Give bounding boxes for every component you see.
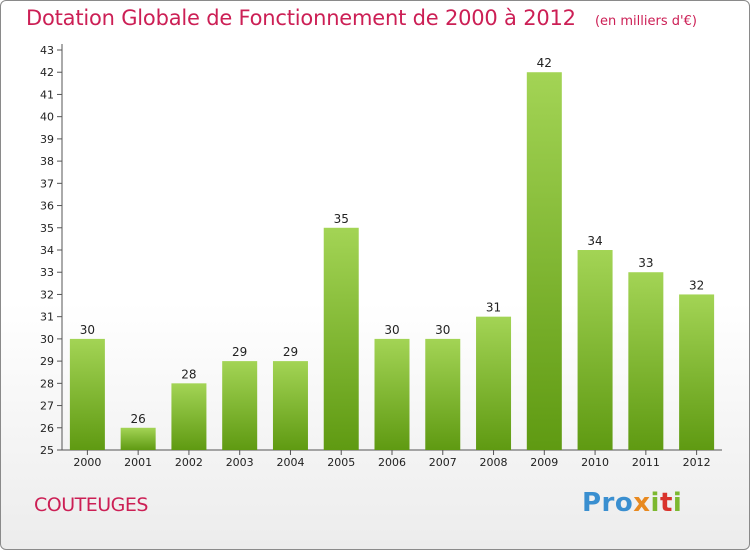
y-tick-label: 31 <box>40 311 54 324</box>
y-tick-label: 42 <box>40 66 54 79</box>
y-tick-label: 39 <box>40 133 54 146</box>
y-tick-label: 40 <box>40 111 54 124</box>
value-label-2004: 29 <box>283 345 298 359</box>
bar-2008 <box>476 316 512 450</box>
bar-2000 <box>69 338 105 450</box>
value-label-2011: 33 <box>638 256 653 270</box>
y-tick-label: 32 <box>40 288 54 301</box>
y-tick-label: 38 <box>40 155 54 168</box>
value-label-2009: 42 <box>537 56 552 70</box>
value-label-2001: 26 <box>131 412 146 426</box>
bar-2011 <box>628 272 664 450</box>
value-label-2002: 28 <box>181 367 196 381</box>
x-tick-label-2000: 2000 <box>73 456 101 469</box>
value-label-2007: 30 <box>435 323 450 337</box>
bar-2010 <box>577 250 613 450</box>
chart-labels: 30 2000 26 2001 28 2002 29 2003 29 2004 35 2005 30 20… <box>73 56 710 469</box>
value-label-2000: 30 <box>80 323 95 337</box>
proxiti-logo: Proxiti <box>582 488 683 518</box>
x-tick-label-2012: 2012 <box>683 456 711 469</box>
y-tick-label: 30 <box>40 333 54 346</box>
chart-bars <box>69 72 715 450</box>
commune-name: COUTEUGES <box>34 494 148 516</box>
y-tick-label: 25 <box>40 444 54 457</box>
y-tick-label: 43 <box>40 44 54 57</box>
y-tick-label: 29 <box>40 355 54 368</box>
x-tick-label-2006: 2006 <box>378 456 406 469</box>
bar-2007 <box>425 338 461 450</box>
value-label-2006: 30 <box>384 323 399 337</box>
value-label-2012: 32 <box>689 278 704 292</box>
y-tick-label: 26 <box>40 422 54 435</box>
y-tick-label: 33 <box>40 266 54 279</box>
y-tick-label: 36 <box>40 200 54 213</box>
y-tick-label: 37 <box>40 177 54 190</box>
value-label-2005: 35 <box>334 212 349 226</box>
y-tick-label: 28 <box>40 377 54 390</box>
value-label-2003: 29 <box>232 345 247 359</box>
bar-2003 <box>222 361 258 450</box>
bar-2012 <box>679 294 715 450</box>
bar-2005 <box>323 227 359 450</box>
x-tick-label-2004: 2004 <box>276 456 304 469</box>
x-tick-label-2003: 2003 <box>226 456 254 469</box>
x-tick-label-2001: 2001 <box>124 456 152 469</box>
y-tick-label: 27 <box>40 400 54 413</box>
y-tick-label: 34 <box>40 244 54 257</box>
value-label-2010: 34 <box>587 234 602 248</box>
y-tick-label: 41 <box>40 88 54 101</box>
x-tick-label-2009: 2009 <box>530 456 558 469</box>
chart-unit-note: (en milliers d'€) <box>594 14 697 29</box>
bar-2006 <box>374 338 410 450</box>
bar-2004 <box>272 361 308 450</box>
value-label-2008: 31 <box>486 301 501 315</box>
x-tick-label-2010: 2010 <box>581 456 609 469</box>
bar-2009 <box>526 72 562 450</box>
x-tick-label-2007: 2007 <box>429 456 457 469</box>
x-tick-label-2008: 2008 <box>480 456 508 469</box>
x-tick-label-2005: 2005 <box>327 456 355 469</box>
bar-2001 <box>120 427 156 450</box>
bar-2002 <box>171 383 207 450</box>
y-tick-label: 35 <box>40 222 54 235</box>
chart-title: Dotation Globale de Fonctionnement de 20… <box>26 6 697 30</box>
chart-title-main: Dotation Globale de Fonctionnement de 20… <box>26 6 576 30</box>
x-tick-label-2002: 2002 <box>175 456 203 469</box>
x-tick-label-2011: 2011 <box>632 456 660 469</box>
